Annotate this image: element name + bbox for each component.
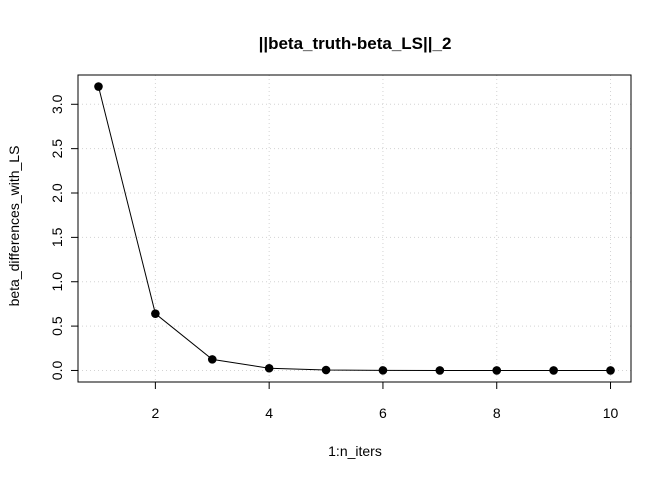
- grid: [78, 75, 631, 382]
- series-line: [97, 86, 611, 371]
- y-tick-label: 2.0: [49, 183, 65, 203]
- y-tick-label: 0.5: [49, 316, 65, 336]
- y-axis-label: beta_differences_with_LS: [6, 146, 22, 307]
- y-tick-label: 1.0: [49, 272, 65, 292]
- x-tick-label: 8: [493, 405, 501, 421]
- x-axis-label: 1:n_iters: [328, 443, 382, 459]
- series-layer: [94, 82, 615, 375]
- data-point: [435, 366, 445, 375]
- y-tick-label: 0.0: [49, 361, 65, 381]
- chart-title: ||beta_truth-beta_LS||_2: [259, 34, 452, 53]
- data-point: [321, 365, 331, 375]
- x-tick-label: 4: [265, 405, 273, 421]
- data-point: [549, 366, 558, 375]
- x-tick-label: 2: [151, 405, 159, 421]
- x-tick-label: 10: [603, 405, 619, 421]
- y-tick-label: 3.0: [49, 94, 65, 114]
- y-tick-label: 1.5: [49, 227, 65, 247]
- data-point: [492, 366, 502, 375]
- data-point: [606, 366, 615, 375]
- x-tick-label: 6: [379, 405, 387, 421]
- data-point: [94, 82, 103, 91]
- y-tick-label: 2.5: [49, 139, 65, 159]
- data-point: [378, 366, 388, 375]
- plot-frame: [77, 74, 632, 383]
- data-point: [264, 363, 274, 373]
- data-point: [151, 309, 160, 318]
- axes: 2 4 6 8 10 0.0 0.5 1.0 1.5 2.0 2.5 3.0: [49, 74, 632, 421]
- data-point: [207, 355, 217, 364]
